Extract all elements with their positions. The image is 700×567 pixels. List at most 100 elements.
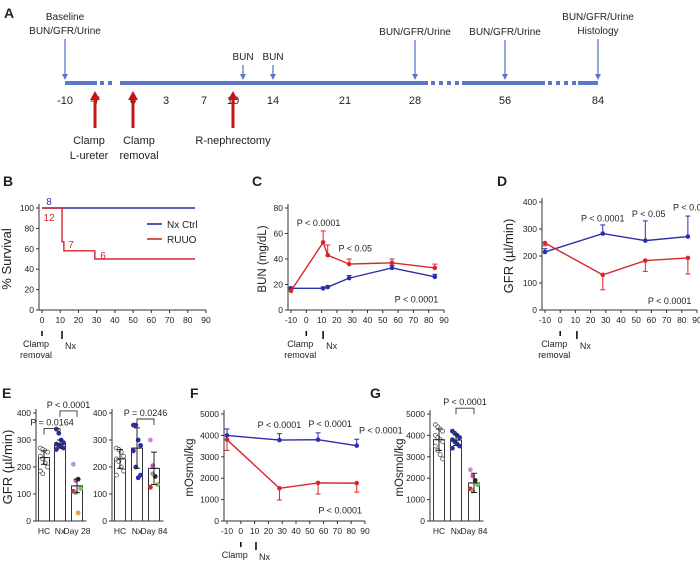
data-point — [320, 240, 326, 245]
data-dot — [121, 468, 126, 474]
y-axis-label: BUN (mg/dL) — [257, 225, 269, 292]
data-dot — [440, 456, 446, 462]
p-value-annotation: P < 0.0001 — [47, 400, 91, 410]
series-line-blue — [291, 267, 435, 290]
x-tick-label: Day 84 — [141, 526, 168, 536]
arrowhead-icon — [62, 74, 68, 80]
timeline-measure-label: BUN — [262, 52, 283, 63]
x-tick-label: 60 — [393, 315, 403, 325]
y-tick-label: 0 — [102, 516, 107, 526]
arrowhead-icon — [412, 74, 418, 80]
y-tick-label: 0 — [26, 516, 31, 526]
p-value-annotation: P < 0.0001 — [297, 218, 341, 228]
x-tick-label: -10 — [285, 315, 298, 325]
marker-label: Clamp — [541, 339, 567, 349]
x-tick-label: 30 — [601, 315, 611, 325]
risk-count: 8 — [46, 197, 52, 208]
p-value-annotation: P < 0.0001 — [318, 506, 362, 516]
panel-label-F: F — [190, 385, 199, 401]
data-dot — [114, 472, 119, 478]
x-tick-label: Nx — [55, 526, 66, 536]
timeline-measure-label: Histology — [577, 26, 618, 37]
x-tick-label: 70 — [165, 315, 175, 325]
event-label: L-ureter — [70, 150, 109, 162]
x-tick-label: 40 — [110, 315, 120, 325]
marker-label: removal — [20, 350, 52, 360]
x-tick-label: 10 — [571, 315, 581, 325]
data-point — [354, 443, 360, 448]
y-tick-label: 40 — [274, 254, 284, 264]
data-dot — [440, 428, 446, 434]
y-tick-label: 60 — [25, 244, 35, 254]
data-point — [643, 238, 648, 243]
p-value-annotation: P < 0.05 — [673, 203, 700, 213]
y-tick-label: 60 — [274, 229, 284, 239]
data-dot — [138, 472, 144, 478]
x-tick-label: 0 — [304, 315, 309, 325]
y-tick-label: 200 — [17, 462, 31, 472]
x-tick-label: 90 — [360, 526, 370, 536]
p-value-annotation: P < 0.0001 — [581, 213, 625, 223]
p-value-annotation: P = 0.0246 — [124, 408, 168, 418]
p-value-annotation: P < 0.0001 — [648, 296, 692, 306]
series-line-RUUO — [42, 207, 196, 260]
x-tick-label: 70 — [409, 315, 419, 325]
panel-label-B: B — [3, 173, 13, 189]
data-dot — [437, 452, 443, 458]
data-point — [600, 231, 606, 236]
x-tick-label: 0 — [40, 315, 45, 325]
p-value-annotation: P < 0.0001 — [308, 419, 352, 429]
x-tick-label: 50 — [631, 315, 641, 325]
timeline-measure-label: BUN/GFR/Urine — [379, 27, 451, 38]
event-label: R-nephrectomy — [195, 135, 271, 147]
data-point — [315, 437, 321, 442]
panel-label-A: A — [4, 5, 14, 21]
arrowhead-icon — [228, 91, 238, 100]
timeline-measure-label: Baseline — [46, 12, 85, 23]
y-tick-label: 200 — [93, 462, 107, 472]
y-tick-label: 400 — [93, 408, 107, 418]
y-tick-label: 0 — [214, 516, 219, 526]
y-tick-label: 0 — [29, 305, 34, 315]
x-tick-label: 20 — [264, 526, 274, 536]
x-tick-label: 90 — [201, 315, 211, 325]
x-tick-label: HC — [38, 526, 50, 536]
data-dot — [432, 443, 438, 449]
data-point — [542, 249, 548, 255]
data-dot — [78, 486, 83, 492]
x-tick-label: 20 — [586, 315, 596, 325]
event-label: Clamp — [73, 135, 105, 147]
significance-bracket — [136, 418, 155, 425]
x-tick-label: 10 — [250, 526, 260, 536]
legend-label: RUUO — [167, 235, 197, 246]
timeline-tick: 84 — [592, 95, 604, 107]
data-dot — [440, 439, 446, 445]
x-tick-label: HC — [433, 526, 445, 536]
arrowhead-icon — [502, 74, 508, 80]
y-tick-label: 4000 — [406, 430, 425, 440]
y-tick-label: 5000 — [406, 409, 425, 419]
y-tick-label: 5000 — [200, 409, 219, 419]
x-tick-label: 70 — [662, 315, 672, 325]
data-point — [542, 240, 548, 246]
y-tick-label: 0 — [420, 516, 425, 526]
x-tick-label: 60 — [147, 315, 157, 325]
event-label: removal — [119, 150, 158, 162]
x-tick-label: 90 — [439, 315, 449, 325]
data-point — [685, 255, 691, 261]
data-dot — [75, 510, 81, 516]
p-value-annotation: P < 0.05 — [632, 209, 666, 219]
x-tick-label: 60 — [319, 526, 329, 536]
y-tick-label: 100 — [93, 489, 107, 499]
x-tick-label: 40 — [616, 315, 626, 325]
marker-label: Clamp — [287, 339, 313, 349]
timeline-tick: 7 — [201, 95, 207, 107]
x-tick-label: 50 — [378, 315, 388, 325]
y-tick-label: 100 — [20, 203, 34, 213]
data-dot — [130, 448, 136, 454]
data-dot — [457, 443, 463, 449]
arrowhead-icon — [270, 74, 276, 80]
p-value-annotation: P < 0.0001 — [395, 294, 439, 304]
p-value-annotation: P = 0.0164 — [30, 417, 74, 427]
